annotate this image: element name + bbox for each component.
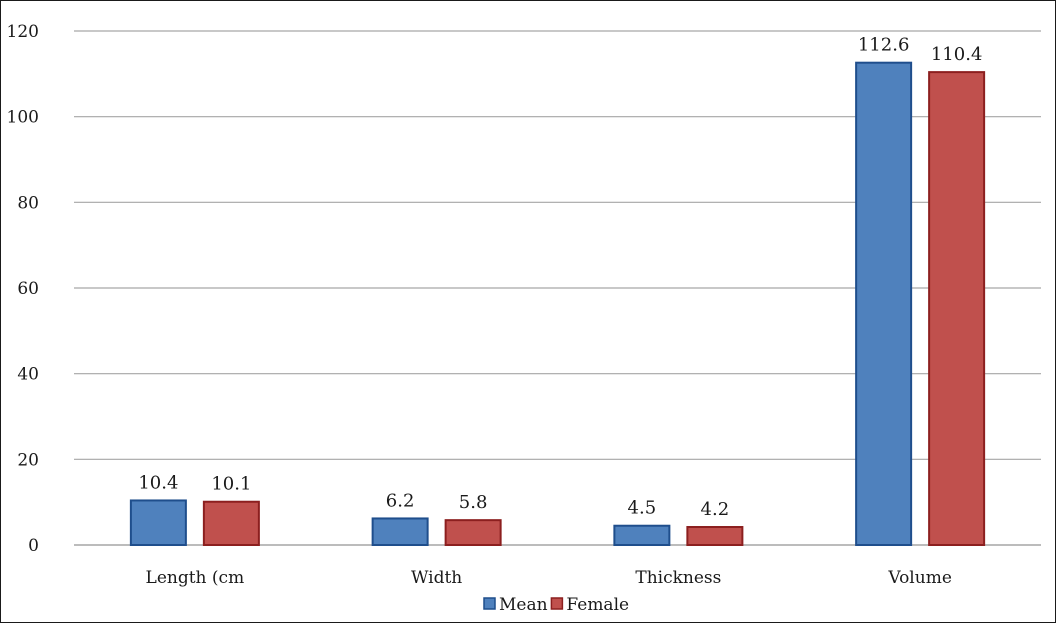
y-tick-label: 60	[17, 279, 39, 299]
y-tick-label: 100	[7, 108, 39, 128]
bar-female-3	[928, 71, 986, 547]
legend-item-female: Female	[550, 595, 629, 615]
y-tick-label: 40	[17, 365, 39, 385]
data-labels: 10.4 10.1 6.2 5.8 4.5 4.2 112.6 110.4	[138, 35, 982, 520]
legend-label: Mean	[499, 595, 548, 615]
bar-mean-0	[129, 499, 187, 547]
bars	[129, 61, 986, 547]
y-tick-label: 120	[7, 22, 39, 42]
data-label: 6.2	[386, 490, 415, 511]
legend-swatch	[550, 597, 564, 610]
y-tick-label: 80	[17, 193, 39, 213]
data-label: 10.1	[211, 474, 251, 495]
data-label: 10.4	[138, 472, 178, 493]
legend-item-mean: Mean	[483, 595, 548, 615]
y-tick-label: 20	[17, 450, 39, 470]
bar-mean-3	[855, 61, 913, 547]
y-tick-label: 0	[28, 536, 39, 556]
y-axis-tick-labels: 0 20 40 60 80 100 120	[7, 22, 39, 556]
category-label: Volume	[887, 568, 952, 588]
data-label: 5.8	[459, 492, 488, 513]
category-label: Thickness	[635, 568, 721, 588]
legend-swatch	[483, 597, 496, 610]
data-label: 112.6	[858, 35, 910, 56]
category-label: Width	[411, 568, 462, 588]
bar-mean-2	[613, 524, 671, 546]
bar-female-0	[202, 500, 260, 547]
bar-mean-1	[371, 517, 429, 547]
category-label: Length (cm	[146, 568, 245, 588]
data-label: 4.5	[628, 498, 657, 519]
legend-label: Female	[566, 595, 629, 615]
data-label: 4.2	[701, 499, 730, 520]
bar-female-1	[444, 519, 502, 547]
legend: Mean Female	[483, 595, 629, 615]
x-axis-category-labels: Length (cm Width Thickness Volume	[146, 568, 952, 588]
data-label: 110.4	[931, 44, 983, 65]
bar-female-2	[686, 526, 744, 547]
